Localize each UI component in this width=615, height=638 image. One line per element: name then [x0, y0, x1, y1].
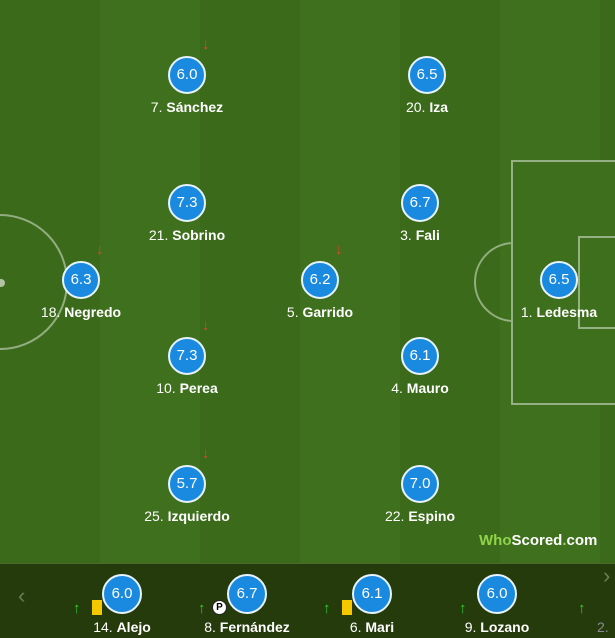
substitutes-bar: ‹ ↑ 6.0 14. Alejo ↑ P 6.7 8. Fernández ↑ 6.…: [0, 563, 615, 638]
player-name: 3. Fali: [400, 227, 440, 243]
rating: 6.7: [236, 585, 258, 602]
rating-badge: 7.3: [168, 184, 206, 222]
sub-on-arrow-icon: ↑: [198, 600, 206, 617]
player-name: 14. Alejo: [93, 619, 151, 635]
rating-badge: 6.0: [102, 574, 142, 614]
player-name: 5. Garrido: [286, 304, 354, 320]
rating: 6.0: [486, 585, 508, 602]
player-name: 21. Sobrino: [148, 227, 226, 243]
sub-on-arrow-icon: ↑: [73, 600, 81, 617]
player[interactable]: 6.7 3. Fali: [350, 184, 490, 243]
player-name: 25. Izquierdo: [144, 508, 230, 524]
sub-off-arrow-icon: ↓: [335, 241, 343, 258]
player-name: 22. Espino: [384, 508, 456, 524]
rating-badge: 6.1: [352, 574, 392, 614]
rating: 6.0: [111, 585, 133, 602]
player[interactable]: ↓ 5.7 25. Izquierdo: [117, 445, 257, 524]
rating-badge: 6.1: [401, 337, 439, 375]
player[interactable]: ↓ 6.2 5. Garrido: [250, 241, 390, 320]
sub-off-arrow-icon: ↓: [202, 317, 210, 334]
rating-badge: 6.7: [401, 184, 439, 222]
sub-off-arrow-icon: ↓: [202, 445, 210, 462]
rating: 5.7: [176, 475, 198, 492]
sub-off-arrow-icon: ↓: [96, 241, 104, 258]
substitute-player[interactable]: ↑ P 6.7 8. Fernández: [172, 574, 322, 635]
rating-badge: 6.0: [477, 574, 517, 614]
rating-badge: 6.7: [227, 574, 267, 614]
rating-badge: ↓ 7.3: [168, 317, 210, 375]
yellow-card-icon: [342, 600, 352, 615]
player[interactable]: 6.5 1. Ledesma: [489, 261, 615, 320]
sub-on-arrow-icon: ↑: [578, 600, 586, 617]
rating: 6.1: [361, 585, 383, 602]
player[interactable]: ↓ 6.0 7. Sánchez: [117, 36, 257, 115]
pitch: ↓ 6.0 7. Sánchez 6.5 20. Iza 7.3 21. Sobrin…: [0, 0, 615, 563]
rating: 7.0: [409, 475, 431, 492]
substitute-player[interactable]: ↑ 6.0 9. Lozano: [422, 574, 572, 635]
player-name: 6. Mari: [349, 619, 395, 635]
rating: 6.1: [409, 347, 431, 364]
sub-on-arrow-icon: ↑: [459, 600, 467, 617]
player-name: 18. Negredo: [40, 304, 122, 320]
rating: 6.0: [176, 66, 198, 83]
rating-badge: 6.5: [540, 261, 578, 299]
goal-area: [578, 236, 615, 329]
player-name: 2.: [597, 619, 609, 635]
substitute-player[interactable]: ↑ 6.1 6. Mari: [297, 574, 447, 635]
rating-badge: ↓ 6.0: [168, 36, 210, 94]
center-spot: [0, 279, 5, 287]
prev-arrow-icon[interactable]: ‹: [18, 583, 26, 608]
player-name: 1. Ledesma: [520, 304, 598, 320]
rating: 6.5: [416, 66, 438, 83]
rating-badge: 7.0: [401, 465, 439, 503]
player[interactable]: ↓ 6.3 18. Negredo: [11, 241, 151, 320]
rating: 6.5: [548, 271, 570, 288]
sub-off-arrow-icon: ↓: [202, 36, 210, 53]
rating: 6.7: [409, 194, 431, 211]
player-name: 20. Iza: [405, 99, 449, 115]
penalty-icon: P: [212, 600, 227, 615]
yellow-card-icon: [92, 600, 102, 615]
sub-on-arrow-icon: ↑: [323, 600, 331, 617]
player[interactable]: 6.1 4. Mauro: [350, 337, 490, 396]
player-name: 10. Perea: [156, 380, 218, 396]
rating-badge: ↓ 6.3: [62, 241, 104, 299]
substitute-player[interactable]: ↑ 6.0 14. Alejo: [47, 574, 197, 635]
rating: 6.3: [70, 271, 92, 288]
rating: 6.2: [309, 271, 331, 288]
substitute-player[interactable]: ↑ 2.: [545, 574, 615, 635]
player[interactable]: 7.3 21. Sobrino: [117, 184, 257, 243]
player[interactable]: 7.0 22. Espino: [350, 465, 490, 524]
rating-badge: ↓ 6.2: [301, 241, 343, 299]
whoscored-logo: WhoScored.com: [479, 532, 598, 549]
rating-badge: ↓ 5.7: [168, 445, 210, 503]
rating: 7.3: [176, 194, 198, 211]
player-name: 4. Mauro: [391, 380, 449, 396]
player[interactable]: ↓ 7.3 10. Perea: [117, 317, 257, 396]
player[interactable]: 6.5 20. Iza: [357, 56, 497, 115]
player-name: 7. Sánchez: [150, 99, 224, 115]
rating-badge: 6.5: [408, 56, 446, 94]
next-arrow-icon[interactable]: ›: [603, 563, 611, 588]
player-name: 8. Fernández: [204, 619, 290, 635]
player-name: 9. Lozano: [464, 619, 530, 635]
rating: 7.3: [176, 347, 198, 364]
